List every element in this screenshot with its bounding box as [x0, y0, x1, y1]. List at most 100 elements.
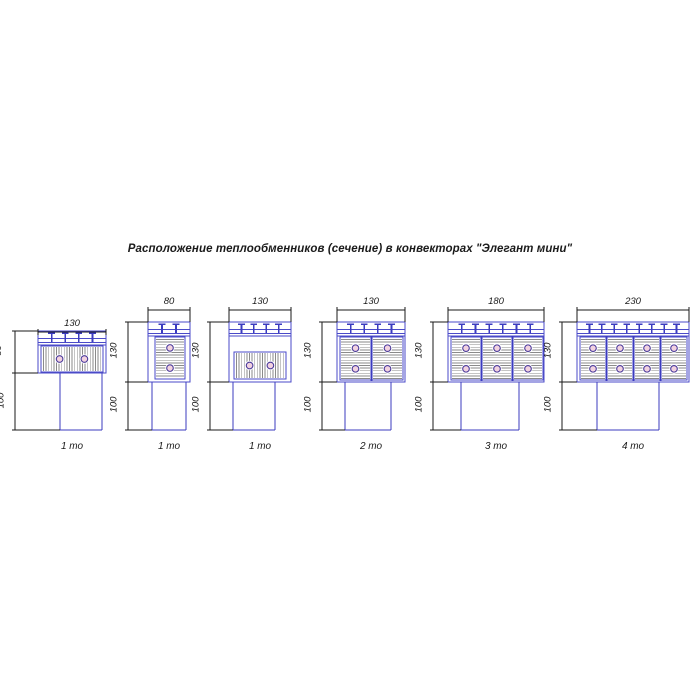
module-3: [210, 308, 292, 431]
pipe-circles: [615, 343, 625, 374]
heat-exchanger-module-6-3: [660, 336, 688, 381]
heat-exchangers: [339, 336, 404, 381]
pipe-circle-0: [643, 344, 651, 353]
heat-exchangers: [579, 336, 688, 381]
heat-exchanger-module-5-0: [450, 336, 482, 381]
grille-tee-4: [513, 323, 520, 334]
grille-tee-5: [648, 323, 656, 334]
grille-tee-1: [472, 323, 479, 334]
module-5-width-dim: [447, 307, 545, 313]
module-3-depth-dim-label: 100: [190, 396, 202, 413]
pipe-circles: [492, 343, 502, 374]
module-3-caption: 1 то: [248, 441, 272, 452]
heat-exchanger-module-4-1: [371, 336, 404, 381]
pipe-circle-0: [524, 344, 532, 353]
pipe-circle-0: [589, 344, 597, 353]
module-2: [128, 308, 191, 431]
grille-tee-0: [48, 332, 55, 343]
heat-exchanger-module-6-0: [579, 336, 607, 381]
module-6-height-dim: [559, 321, 565, 383]
pipe-circle-0: [616, 344, 624, 353]
fin-lines: [373, 339, 402, 379]
grille-tee-3: [89, 332, 96, 343]
grille-tees: [347, 323, 395, 334]
pipe-circle-0: [462, 344, 470, 353]
fin-lines: [608, 339, 632, 379]
pipe-circle-1: [351, 364, 360, 373]
heat-exchanger-module-4-0: [339, 336, 372, 381]
module-2-width-dim: [147, 307, 191, 313]
grille-tee-0: [158, 323, 166, 334]
lower-well: [460, 382, 520, 431]
pipe-circle-1: [589, 364, 597, 373]
lower-well: [596, 382, 660, 431]
module-1-depth-dim-label: 100: [0, 392, 7, 408]
module-1-caption: 1 то: [60, 441, 84, 452]
pipe-circles: [54, 354, 90, 364]
grille-tee-1: [172, 323, 180, 334]
grille-tee-2: [610, 323, 618, 334]
module-4-width-dim: [336, 307, 406, 313]
module-5-depth-dim: [430, 381, 436, 431]
lower-well: [151, 382, 187, 431]
grille-tee-2: [75, 332, 83, 343]
pipe-circles: [244, 360, 276, 371]
pipe-circle-1: [643, 364, 651, 373]
grille-tee-2: [262, 323, 270, 334]
pipe-circle-0: [670, 344, 678, 353]
module-2-height-dim-label: 130: [108, 342, 120, 359]
heat-exchanger-module-6-2: [633, 336, 661, 381]
module-6-depth-dim: [559, 381, 565, 431]
module-1: [15, 330, 107, 431]
exchanger-separators: [605, 336, 662, 381]
grille-tee-2: [374, 323, 382, 334]
grille-tee-1: [360, 323, 368, 334]
module-6-depth-dim-label: 100: [542, 396, 554, 413]
module-5-height-dim: [430, 321, 436, 383]
module-1-width-dim: [37, 329, 107, 335]
pipe-circle-1: [493, 364, 501, 373]
pipe-circle-1: [383, 364, 392, 373]
fin-lines: [236, 353, 284, 378]
grille-tee-0: [586, 323, 593, 334]
module-4-height-dim: [319, 321, 325, 383]
pipe-circles: [382, 343, 393, 374]
grille-tee-1: [61, 332, 69, 343]
module-4-height-dim-label: 130: [302, 342, 314, 359]
heat-exchanger-module-5-1: [481, 336, 513, 381]
grille-tee-3: [388, 323, 395, 334]
grille-tee-3: [499, 323, 507, 334]
extension-lines: [15, 330, 107, 431]
grille-tee-4: [635, 323, 643, 334]
grille-tee-3: [275, 323, 282, 334]
module-2-height-dim: [125, 321, 131, 383]
module-4: [322, 308, 406, 431]
module-4-width-dim-label: 130: [363, 296, 379, 307]
module-6-height-dim-label: 130: [542, 342, 554, 359]
pipe-circle-0: [493, 344, 501, 353]
grille-tees: [586, 323, 680, 334]
pipe-circle-0: [55, 355, 64, 363]
module-3-width-dim: [228, 307, 292, 313]
module-6-width-dim: [576, 307, 690, 313]
module-3-depth-dim: [207, 381, 213, 431]
pipe-circle-0: [166, 344, 174, 352]
module-5: [433, 308, 545, 431]
heat-exchangers: [154, 336, 186, 380]
grille-tees: [458, 323, 534, 334]
module-3-height-dim: [207, 321, 213, 383]
pipe-circle-1: [80, 355, 89, 363]
module-6-width-dim-label: 230: [625, 296, 641, 307]
heat-exchanger-module-5-2: [512, 336, 544, 381]
heat-exchanger-module-2-0: [154, 336, 186, 380]
grille-tee-0: [238, 323, 245, 334]
module-3-height-dim-label: 130: [190, 342, 202, 359]
module-4-depth-dim: [319, 381, 325, 431]
lower-well: [232, 382, 276, 431]
grille-tee-1: [598, 323, 606, 334]
module-2-width-dim-label: 80: [163, 296, 175, 307]
pipe-circle-1: [462, 364, 470, 373]
module-1-height-dim-label: 80: [0, 345, 4, 356]
pipe-circles: [588, 343, 598, 374]
grille-tees: [158, 323, 180, 334]
